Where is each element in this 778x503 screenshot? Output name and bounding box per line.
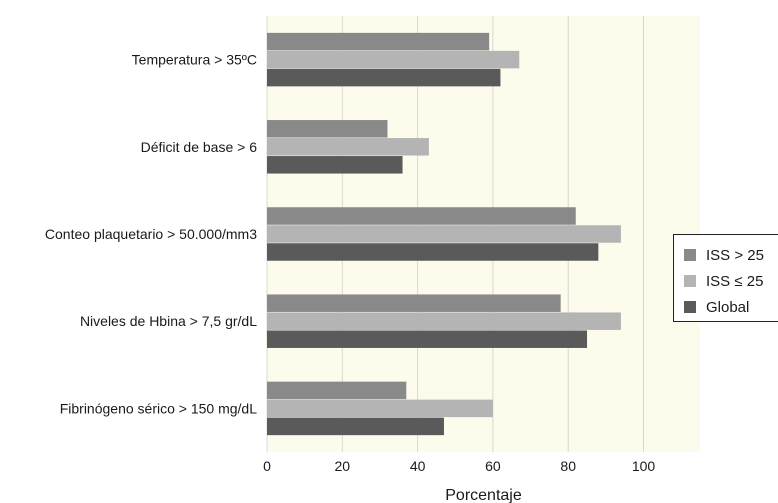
bar bbox=[267, 381, 407, 400]
bar bbox=[267, 225, 621, 243]
bar bbox=[267, 120, 388, 138]
x-tick-label: 20 bbox=[335, 458, 351, 474]
legend-label: ISS ≤ 25 bbox=[706, 272, 764, 290]
legend: ISS > 25 ISS ≤ 25 Global bbox=[673, 234, 778, 322]
legend-item: Global bbox=[684, 297, 749, 317]
x-tick-labels: 0 20 40 60 80 100 bbox=[263, 458, 655, 474]
bar bbox=[267, 156, 403, 174]
x-tick-label: 60 bbox=[485, 458, 501, 474]
bar bbox=[267, 32, 490, 51]
category-label: Conteo plaquetario > 50.000/mm3 bbox=[45, 226, 257, 242]
bar bbox=[267, 243, 599, 261]
category-label: Fibrinógeno sérico > 150 mg/dL bbox=[60, 400, 257, 416]
bar bbox=[267, 399, 493, 418]
legend-swatch bbox=[684, 301, 696, 313]
bar bbox=[267, 68, 501, 87]
category-label: Niveles de Hbina > 7,5 gr/dL bbox=[80, 313, 257, 329]
bar bbox=[267, 312, 621, 330]
x-tick-label: 0 bbox=[263, 458, 271, 474]
bars bbox=[267, 32, 621, 436]
x-tick-label: 40 bbox=[410, 458, 426, 474]
bar bbox=[267, 330, 588, 348]
bar bbox=[267, 294, 561, 312]
bar bbox=[267, 50, 520, 69]
bar bbox=[267, 417, 444, 436]
legend-label: ISS > 25 bbox=[706, 246, 764, 264]
category-label: Temperatura > 35ºC bbox=[132, 52, 257, 68]
legend-item: ISS > 25 bbox=[684, 245, 764, 265]
x-tick-label: 100 bbox=[632, 458, 656, 474]
legend-label: Global bbox=[706, 298, 750, 316]
bar bbox=[267, 138, 429, 156]
category-labels: Temperatura > 35ºC Déficit de base > 6 Con… bbox=[45, 52, 257, 417]
legend-swatch bbox=[684, 275, 696, 287]
x-tick-label: 80 bbox=[560, 458, 576, 474]
x-axis-label: Porcentaje bbox=[445, 487, 522, 503]
legend-item: ISS ≤ 25 bbox=[684, 271, 763, 291]
category-label: Déficit de base > 6 bbox=[141, 139, 258, 155]
bar bbox=[267, 207, 576, 225]
legend-swatch bbox=[684, 249, 696, 261]
